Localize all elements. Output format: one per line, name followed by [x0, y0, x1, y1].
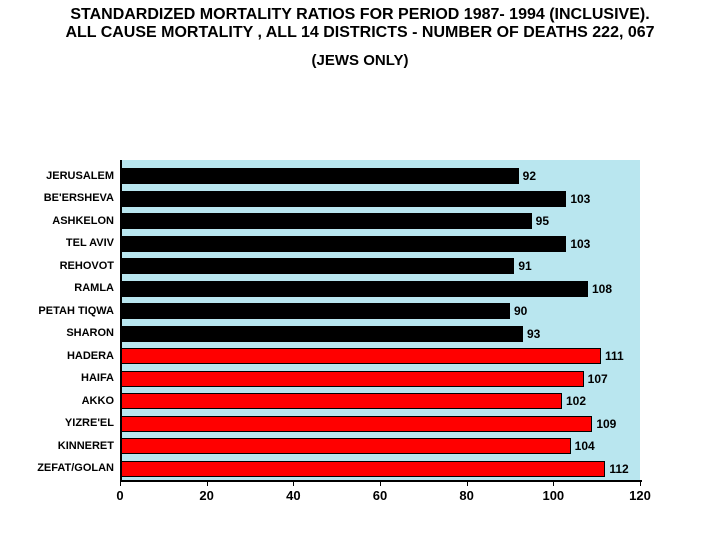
y-axis-label: ASHKELON: [0, 215, 114, 227]
x-tick-label: 20: [199, 488, 213, 503]
x-tick-label: 0: [116, 488, 123, 503]
y-axis-label: BE'ERSHEVA: [0, 192, 114, 204]
bar: [120, 236, 566, 252]
y-axis-label: AKKO: [0, 395, 114, 407]
bar: [120, 168, 519, 184]
x-tick-mark: [207, 480, 208, 486]
bar: [120, 326, 523, 342]
bar-value-label: 104: [575, 439, 595, 453]
bar-value-label: 103: [570, 192, 590, 206]
bar: [120, 371, 584, 387]
bar-value-label: 95: [536, 214, 549, 228]
smr-bar-chart: JERUSALEM 92 BE'ERSHEVA 103 ASHKELON 95 TEL AV…: [0, 0, 720, 540]
x-tick-mark: [640, 480, 641, 486]
y-axis-line: [120, 160, 122, 480]
x-tick-label: 40: [286, 488, 300, 503]
y-axis-label: ZEFAT/GOLAN: [0, 462, 114, 474]
y-axis-label: KINNERET: [0, 440, 114, 452]
bar-value-label: 103: [570, 237, 590, 251]
bar: [120, 393, 562, 409]
bar-value-label: 102: [566, 394, 586, 408]
plot-background: [120, 160, 640, 480]
bar: [120, 258, 514, 274]
x-tick-label: 120: [629, 488, 651, 503]
bar-value-label: 91: [518, 259, 531, 273]
x-tick-mark: [293, 480, 294, 486]
x-tick-mark: [120, 480, 121, 486]
x-tick-mark: [467, 480, 468, 486]
x-axis-line: [120, 480, 642, 482]
bar-value-label: 107: [588, 372, 608, 386]
x-tick-label: 60: [373, 488, 387, 503]
bar-value-label: 92: [523, 169, 536, 183]
bar-value-label: 111: [605, 349, 624, 363]
bar-value-label: 108: [592, 282, 612, 296]
x-tick-mark: [553, 480, 554, 486]
bar: [120, 281, 588, 297]
y-axis-label: YIZRE'EL: [0, 417, 114, 429]
y-axis-label: RAMLA: [0, 282, 114, 294]
bar-value-label: 90: [514, 304, 527, 318]
x-tick-mark: [380, 480, 381, 486]
y-axis-label: REHOVOT: [0, 260, 114, 272]
bar: [120, 461, 605, 477]
bar: [120, 348, 601, 364]
bar: [120, 213, 532, 229]
y-axis-label: SHARON: [0, 327, 114, 339]
x-tick-label: 80: [459, 488, 473, 503]
y-axis-label: HADERA: [0, 350, 114, 362]
bar-value-label: 93: [527, 327, 540, 341]
bar: [120, 416, 592, 432]
bar: [120, 191, 566, 207]
bar: [120, 303, 510, 319]
bar: [120, 438, 571, 454]
y-axis-label: HAIFA: [0, 372, 114, 384]
page-root: { "title": { "line1": "STANDARDIZED MORT…: [0, 0, 720, 540]
y-axis-label: PETAH TIQWA: [0, 305, 114, 317]
bar-value-label: 109: [596, 417, 616, 431]
y-axis-label: TEL AVIV: [0, 237, 114, 249]
bar-value-label: 112: [609, 462, 628, 476]
y-axis-label: JERUSALEM: [0, 170, 114, 182]
x-tick-label: 100: [542, 488, 564, 503]
